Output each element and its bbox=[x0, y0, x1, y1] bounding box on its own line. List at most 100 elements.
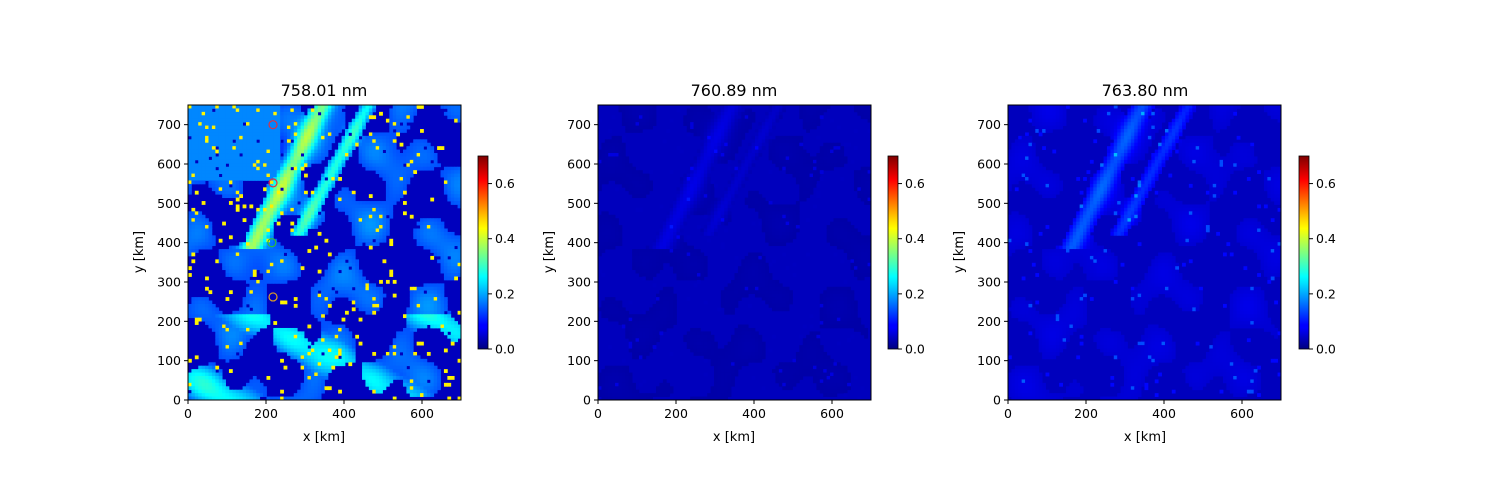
heatmap-cell bbox=[225, 255, 230, 260]
heatmap-cell bbox=[286, 266, 291, 271]
heatmap-cell bbox=[703, 201, 708, 205]
heatmap-cell bbox=[864, 173, 868, 178]
heatmap-cell bbox=[208, 221, 213, 226]
heatmap-cell bbox=[727, 201, 732, 205]
heatmap-cell bbox=[348, 276, 353, 281]
heatmap-cell bbox=[273, 153, 278, 157]
heatmap-cell bbox=[860, 173, 865, 178]
heatmap-cell bbox=[201, 149, 206, 154]
heatmap-cell bbox=[246, 286, 250, 291]
heatmap-cell bbox=[741, 122, 746, 126]
heatmap-cell bbox=[344, 341, 349, 346]
heatmap-cell bbox=[293, 146, 298, 150]
heatmap-cell bbox=[211, 324, 216, 329]
heatmap-cell bbox=[679, 197, 684, 202]
heatmap-cell bbox=[402, 338, 407, 343]
heatmap-cell bbox=[833, 146, 838, 150]
heatmap-cell bbox=[225, 115, 230, 120]
heatmap-cell bbox=[321, 362, 325, 367]
heatmap-cell bbox=[443, 249, 448, 253]
heatmap-cell bbox=[307, 386, 312, 391]
heatmap-cell bbox=[450, 235, 455, 240]
heatmap-cell bbox=[717, 146, 722, 150]
heatmap-cell bbox=[402, 125, 407, 130]
heatmap-cell bbox=[768, 132, 773, 137]
heatmap-cell bbox=[772, 153, 776, 157]
heatmap-cell bbox=[249, 173, 254, 178]
heatmap-cell bbox=[433, 317, 438, 322]
heatmap-cell bbox=[365, 221, 370, 226]
heatmap-cell bbox=[304, 118, 308, 123]
heatmap-cell bbox=[426, 382, 431, 387]
heatmap-cell bbox=[430, 249, 435, 253]
heatmap-cell bbox=[433, 153, 438, 157]
heatmap-cell bbox=[314, 135, 319, 140]
heatmap-cell bbox=[362, 276, 366, 281]
heatmap-cell bbox=[727, 122, 732, 126]
heatmap-cell bbox=[191, 163, 196, 168]
heatmap-cell bbox=[321, 341, 325, 346]
heatmap-cell bbox=[457, 334, 462, 339]
heatmap-cell bbox=[645, 190, 650, 195]
heatmap-cell bbox=[344, 290, 349, 295]
heatmap-cell bbox=[365, 307, 370, 312]
heatmap-cell bbox=[751, 159, 756, 164]
heatmap-cell bbox=[615, 135, 619, 140]
heatmap-cell bbox=[314, 300, 319, 305]
heatmap-cell bbox=[792, 156, 797, 161]
heatmap-cell bbox=[853, 183, 858, 188]
heatmap-cell bbox=[795, 153, 800, 157]
heatmap-cell bbox=[324, 183, 329, 188]
heatmap-cell bbox=[218, 369, 223, 373]
heatmap-cell bbox=[327, 135, 332, 140]
heatmap-cell bbox=[324, 173, 329, 178]
heatmap-cell bbox=[426, 228, 431, 233]
heatmap-cell bbox=[751, 111, 756, 116]
heatmap-cell bbox=[293, 153, 298, 157]
heatmap-cell bbox=[823, 149, 828, 154]
heatmap-cell bbox=[625, 115, 630, 120]
heatmap-cell bbox=[652, 122, 657, 126]
heatmap-cell bbox=[266, 139, 271, 144]
heatmap-cell bbox=[368, 286, 373, 291]
heatmap-cell bbox=[351, 122, 356, 126]
heatmap-cell bbox=[430, 369, 435, 373]
heatmap-cell bbox=[358, 228, 363, 233]
heatmap-cell bbox=[355, 231, 360, 236]
heatmap-cell bbox=[188, 231, 192, 236]
heatmap-cell bbox=[402, 105, 407, 109]
heatmap-cell bbox=[273, 122, 278, 126]
heatmap-cell bbox=[402, 159, 407, 164]
heatmap-cell bbox=[379, 111, 383, 116]
heatmap-cell bbox=[615, 149, 619, 154]
heatmap-cell bbox=[297, 396, 302, 401]
heatmap-cell bbox=[615, 139, 619, 144]
heatmap-cell bbox=[321, 331, 325, 336]
heatmap-cell bbox=[351, 345, 356, 349]
heatmap-cell bbox=[355, 139, 360, 144]
heatmap-cell bbox=[823, 142, 828, 147]
heatmap-cell bbox=[867, 187, 872, 192]
heatmap-cell bbox=[205, 245, 209, 250]
heatmap-cell bbox=[205, 159, 209, 164]
heatmap-cell bbox=[799, 135, 804, 140]
heatmap-cell bbox=[416, 238, 421, 243]
heatmap-cell bbox=[406, 115, 411, 120]
heatmap-cell bbox=[314, 194, 319, 199]
heatmap-cell bbox=[249, 327, 254, 332]
heatmap-cell bbox=[724, 108, 729, 113]
heatmap-cell bbox=[239, 269, 243, 274]
heatmap-cell bbox=[321, 211, 325, 216]
heatmap-cell bbox=[379, 204, 383, 209]
heatmap-cell bbox=[358, 146, 363, 150]
heatmap-cell bbox=[191, 235, 196, 240]
heatmap-cell bbox=[205, 173, 209, 178]
heatmap-cell bbox=[454, 338, 458, 343]
heatmap-cell bbox=[717, 156, 722, 161]
heatmap-cell bbox=[276, 190, 281, 195]
heatmap-cell bbox=[188, 170, 192, 174]
heatmap-cell bbox=[772, 125, 776, 130]
heatmap-cell bbox=[423, 142, 428, 147]
heatmap-cell bbox=[423, 228, 428, 233]
heatmap-cell bbox=[191, 221, 196, 226]
